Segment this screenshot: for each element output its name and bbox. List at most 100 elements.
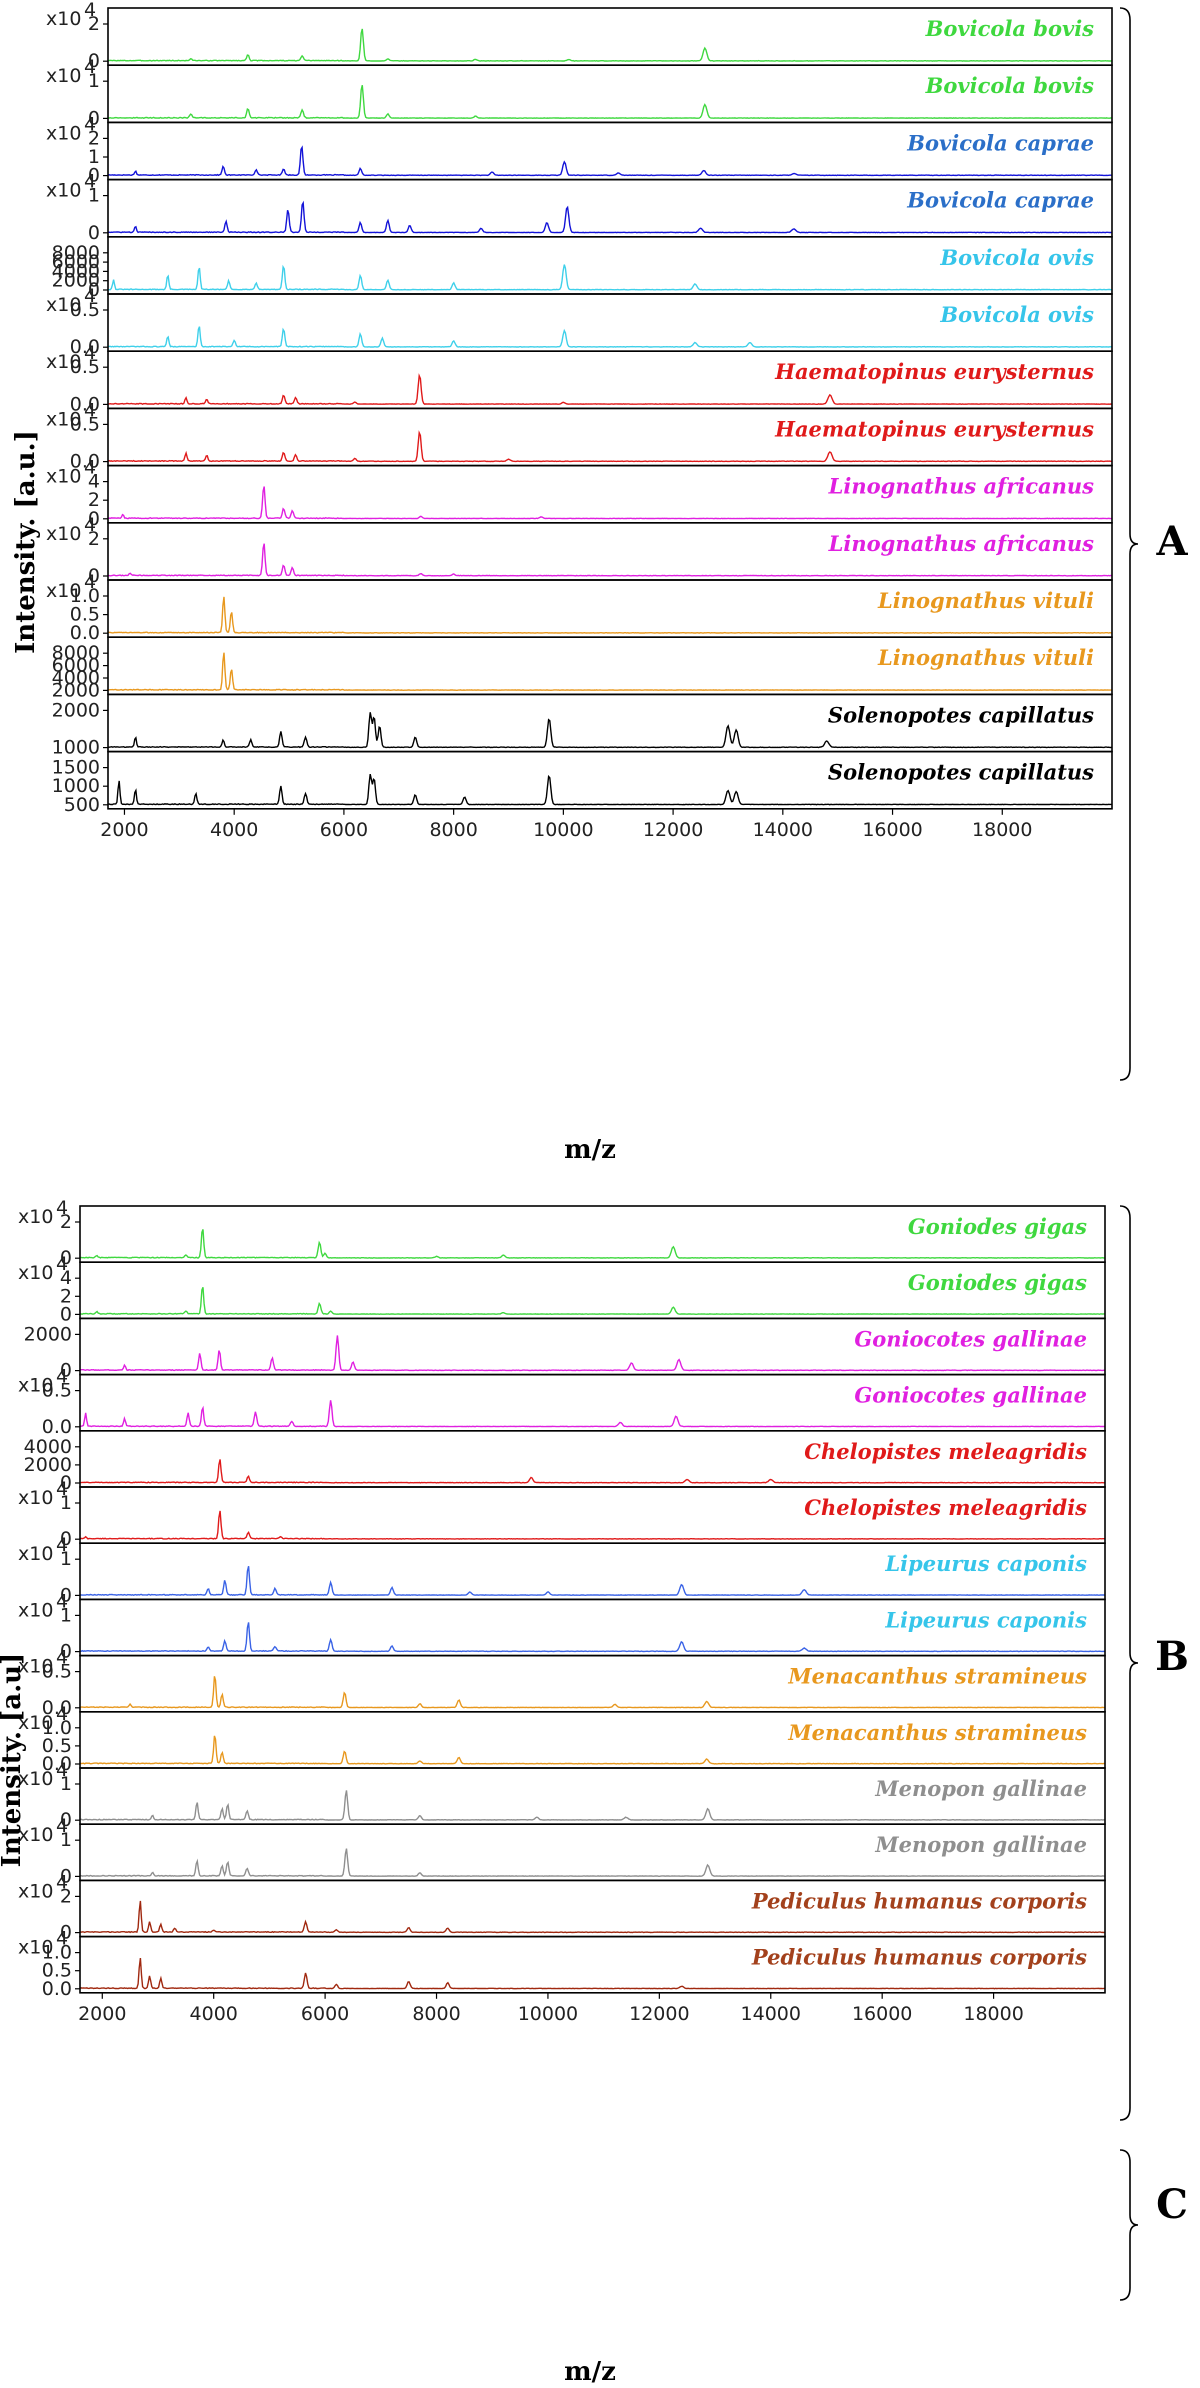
species-label: Bovicola ovis [939, 245, 1094, 270]
y-exponent-label: 4 [84, 457, 96, 479]
group-bracket [1119, 1205, 1139, 2121]
x-tick-label: 12000 [629, 2003, 689, 2025]
y-exponent-label: 4 [84, 285, 96, 307]
y-exponent-label: 4 [56, 1590, 68, 1612]
spectrum-line [108, 543, 1112, 577]
y-exponent-label: 4 [56, 1534, 68, 1556]
y-tick-label: 0.0 [70, 336, 100, 358]
species-label: Goniodes gigas [908, 1214, 1087, 1239]
spectrum-line [107, 596, 1113, 634]
y-multiplier-label: x10 [18, 1937, 53, 1959]
spectrum-line [79, 1958, 1105, 1990]
group-label-c: C [1156, 2181, 1188, 2228]
x-tick-label: 14000 [753, 819, 813, 841]
spectrum-line [107, 326, 1113, 348]
species-label: Bovicola caprae [906, 188, 1094, 213]
species-label: Pediculus humanus corporis [751, 1945, 1087, 1970]
y-tick-label: 0.5 [70, 413, 100, 435]
panel-a-x-axis-label: m/z [564, 1135, 616, 1165]
x-tick-label: 18000 [972, 819, 1032, 841]
y-tick-label: 2000 [24, 1323, 72, 1345]
y-multiplier-label: x10 [18, 1262, 53, 1284]
x-tick-label: 8000 [429, 819, 477, 841]
y-tick-label: 0 [60, 1641, 72, 1663]
y-tick-label: 0 [88, 50, 100, 72]
spectrum-line [107, 486, 1113, 520]
species-label: Solenopotes capillatus [828, 702, 1094, 727]
y-exponent-label: 4 [84, 171, 96, 193]
spectrum-line [79, 1735, 1106, 1765]
y-tick-label: 0 [60, 1472, 72, 1494]
x-tick-label: 10000 [533, 819, 593, 841]
y-tick-label: 0.0 [70, 451, 100, 473]
y-exponent-label: 4 [56, 1366, 68, 1388]
spectrum-line [79, 1790, 1106, 1821]
y-tick-label: 0 [88, 565, 100, 587]
y-multiplier-label: x10 [18, 1824, 53, 1846]
y-tick-label: 0 [60, 1922, 72, 1944]
group-label-a: A [1155, 518, 1188, 565]
y-tick-label: 0 [88, 222, 100, 244]
y-tick-label: 0 [88, 279, 100, 301]
species-label: Linognathus vituli [877, 588, 1094, 613]
y-tick-label: 6000 [52, 655, 100, 677]
spectrum-line [107, 773, 1112, 806]
y-multiplier-label: x10 [18, 1712, 53, 1734]
y-tick-label: 0.5 [70, 604, 100, 626]
y-multiplier-label: x10 [46, 8, 81, 30]
spectrum-line [79, 1229, 1106, 1259]
spectrum-line [107, 264, 1113, 291]
y-multiplier-label: x10 [18, 1656, 53, 1678]
y-exponent-label: 4 [56, 1478, 68, 1500]
y-multiplier-label: x10 [18, 1880, 53, 1902]
y-tick-label: 1000 [52, 775, 100, 797]
y-tick-label: 2 [88, 528, 100, 550]
panel-a-y-axis-label: Intensity. [a.u.] [11, 430, 41, 654]
spectrum-line [108, 85, 1113, 120]
x-tick-label: 14000 [741, 2003, 801, 2025]
y-tick-label: 1 [60, 1773, 72, 1795]
y-tick-label: 0.5 [70, 356, 100, 378]
x-tick-label: 2000 [100, 819, 148, 841]
species-label: Goniocotes gallinae [854, 1326, 1087, 1351]
y-tick-label: 1 [60, 1492, 72, 1514]
spectrum-line [79, 1510, 1105, 1540]
y-tick-label: 8000 [52, 242, 100, 264]
group-bracket [1119, 7, 1139, 1081]
y-tick-label: 0.0 [42, 1697, 72, 1719]
spectrum-line [79, 1400, 1105, 1428]
species-label: Goniodes gigas [908, 1270, 1087, 1295]
y-tick-label: 0 [60, 1528, 72, 1550]
y-tick-label: 2 [60, 1211, 72, 1233]
y-multiplier-label: x10 [18, 1487, 53, 1509]
y-tick-label: 0.5 [42, 1960, 72, 1982]
x-tick-label: 8000 [412, 2003, 460, 2025]
y-multiplier-label: x10 [18, 1543, 53, 1565]
x-tick-label: 4000 [210, 819, 258, 841]
panel-b-y-axis-label: Intensity. [a.u] [0, 1653, 27, 1868]
y-tick-label: 0.0 [42, 1416, 72, 1438]
y-multiplier-label: x10 [18, 1768, 53, 1790]
y-tick-label: 0 [60, 1809, 72, 1831]
spectrum-frame [79, 1935, 1106, 1994]
y-tick-label: 1 [60, 1604, 72, 1626]
species-label: Pediculus humanus corporis [751, 1888, 1087, 1913]
y-tick-label: 6000 [52, 251, 100, 273]
spectrum-line [107, 200, 1113, 234]
y-tick-label: 1 [60, 1829, 72, 1851]
y-tick-label: 8000 [52, 642, 100, 664]
spectrum-line [79, 1335, 1106, 1372]
y-multiplier-label: x10 [46, 408, 81, 430]
y-exponent-label: 4 [56, 1703, 68, 1725]
y-tick-label: 0.0 [42, 1753, 72, 1775]
y-tick-label: 2000 [24, 1454, 72, 1476]
y-tick-label: 4000 [24, 1436, 72, 1458]
spectrum-line [79, 1566, 1106, 1597]
y-multiplier-label: x10 [46, 180, 81, 202]
y-tick-label: 0.5 [42, 1380, 72, 1402]
species-label: Menacanthus stramineus [787, 1720, 1087, 1745]
spectrum-line [108, 712, 1113, 749]
y-multiplier-label: x10 [46, 351, 81, 373]
y-tick-label: 2 [88, 127, 100, 149]
